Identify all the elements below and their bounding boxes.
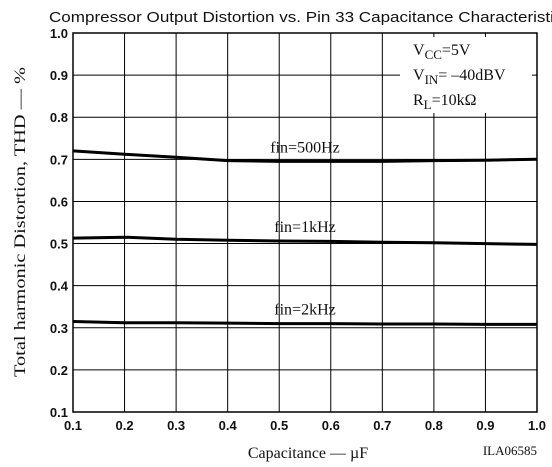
x-axis-label: Capacitance — µF — [248, 445, 368, 462]
condition-vin-subscript: IN — [425, 72, 439, 87]
y-tick-label: 0.3 — [50, 321, 68, 336]
series-label-1: fin=500Hz — [270, 139, 339, 156]
condition-vin-value: = –40dBV — [438, 67, 506, 84]
conditions-background — [400, 37, 532, 113]
condition-vcc-symbol: V — [413, 42, 425, 59]
condition-rl: RL=10kΩ — [413, 92, 477, 112]
condition-vin-symbol: V — [413, 67, 425, 84]
x-tick-label: 0.7 — [373, 418, 391, 433]
chart-title: Compressor Output Distortion vs. Pin 33 … — [49, 9, 552, 26]
y-tick-label: 0.2 — [50, 363, 68, 378]
series-label-3: fin=2kHz — [274, 302, 335, 319]
y-tick-label: 0.8 — [50, 110, 68, 125]
x-tick-label: 0.3 — [167, 418, 185, 433]
series-labels: fin=500Hz fin=1kHz fin=2kHz — [270, 139, 339, 318]
conditions-box: VCC=5V VIN= –40dBV RL=10kΩ — [400, 37, 532, 113]
condition-vin: VIN= –40dBV — [413, 67, 506, 87]
x-tick-labels: 0.1 0.2 0.3 0.4 0.5 0.6 0.7 0.8 0.9 1.0 — [64, 418, 546, 433]
x-tick-label: 0.9 — [476, 418, 494, 433]
condition-rl-value: =10kΩ — [432, 92, 477, 109]
x-tick-label: 0.6 — [322, 418, 340, 433]
y-tick-label: 0.9 — [50, 68, 68, 83]
x-tick-label: 0.1 — [64, 418, 82, 433]
condition-vcc: VCC=5V — [413, 42, 471, 62]
condition-rl-symbol: R — [413, 92, 424, 109]
y-tick-label: 0.6 — [50, 194, 68, 209]
series-label-2: fin=1kHz — [274, 219, 335, 236]
plot-frame — [72, 32, 538, 413]
x-tick-label: 0.5 — [270, 418, 288, 433]
series-line-3 — [72, 320, 537, 326]
y-tick-labels: 0.1 0.2 0.3 0.4 0.5 0.6 0.7 0.8 0.9 1.0 — [50, 26, 69, 420]
y-tick-label: 0.1 — [50, 405, 68, 420]
condition-rl-subscript: L — [424, 97, 432, 112]
x-tick-label: 0.2 — [116, 418, 134, 433]
series-lines — [72, 149, 538, 326]
condition-vcc-value: =5V — [442, 42, 471, 59]
x-tick-label: 1.0 — [528, 418, 546, 433]
figure-id: ILA06585 — [483, 443, 537, 458]
y-tick-label: 1.0 — [50, 26, 68, 41]
series-line-2 — [72, 235, 538, 246]
y-tick-label: 0.7 — [50, 152, 68, 167]
y-tick-label: 0.5 — [50, 237, 68, 252]
y-axis-label: Total harmonic Distortion, THD — % — [12, 67, 29, 377]
series-line-1 — [72, 149, 538, 163]
y-tick-label: 0.4 — [50, 279, 69, 294]
x-tick-label: 0.4 — [219, 418, 238, 433]
condition-vcc-subscript: CC — [425, 47, 442, 62]
x-tick-label: 0.8 — [425, 418, 443, 433]
